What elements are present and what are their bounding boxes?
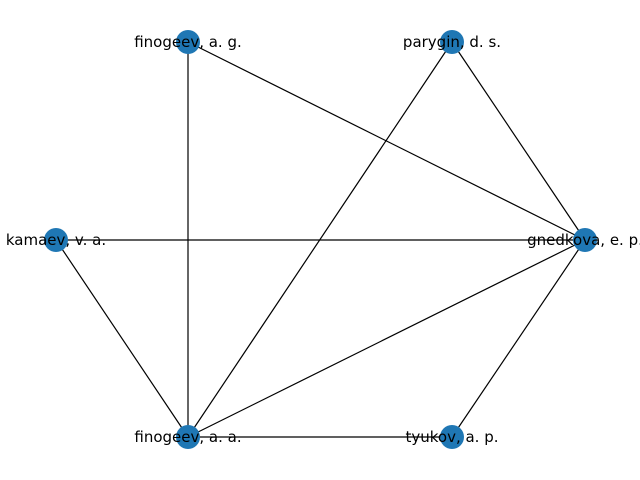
node-label-kamaev_va: kamaev, v. a. xyxy=(6,231,106,249)
node-finogeev_aa xyxy=(176,425,200,449)
node-label-tyukov_ap: tyukov, a. p. xyxy=(405,428,498,446)
node-label-gnedkova_ep: gnedkova, e. p. xyxy=(527,231,640,249)
nodes-layer xyxy=(44,30,597,449)
edges-layer xyxy=(55,41,586,438)
node-gnedkova_ep xyxy=(573,228,597,252)
node-tyukov_ap xyxy=(440,425,464,449)
node-finogeev_ag xyxy=(176,30,200,54)
node-label-finogeev_aa: finogeev, a. a. xyxy=(134,428,241,446)
edge-finogeev_aa-gnedkova_ep xyxy=(187,239,586,438)
labels-layer: finogeev, a. g. parygin, d. s. kamaev, v. … xyxy=(6,33,640,446)
edge-kamaev_va-finogeev_aa xyxy=(55,239,189,438)
node-parygin_ds xyxy=(440,30,464,54)
node-kamaev_va xyxy=(44,228,68,252)
node-label-finogeev_ag: finogeev, a. g. xyxy=(134,33,242,51)
node-label-parygin_ds: parygin, d. s. xyxy=(403,33,501,51)
edge-parygin_ds-gnedkova_ep xyxy=(451,41,586,241)
edge-gnedkova_ep-tyukov_ap xyxy=(451,239,586,438)
